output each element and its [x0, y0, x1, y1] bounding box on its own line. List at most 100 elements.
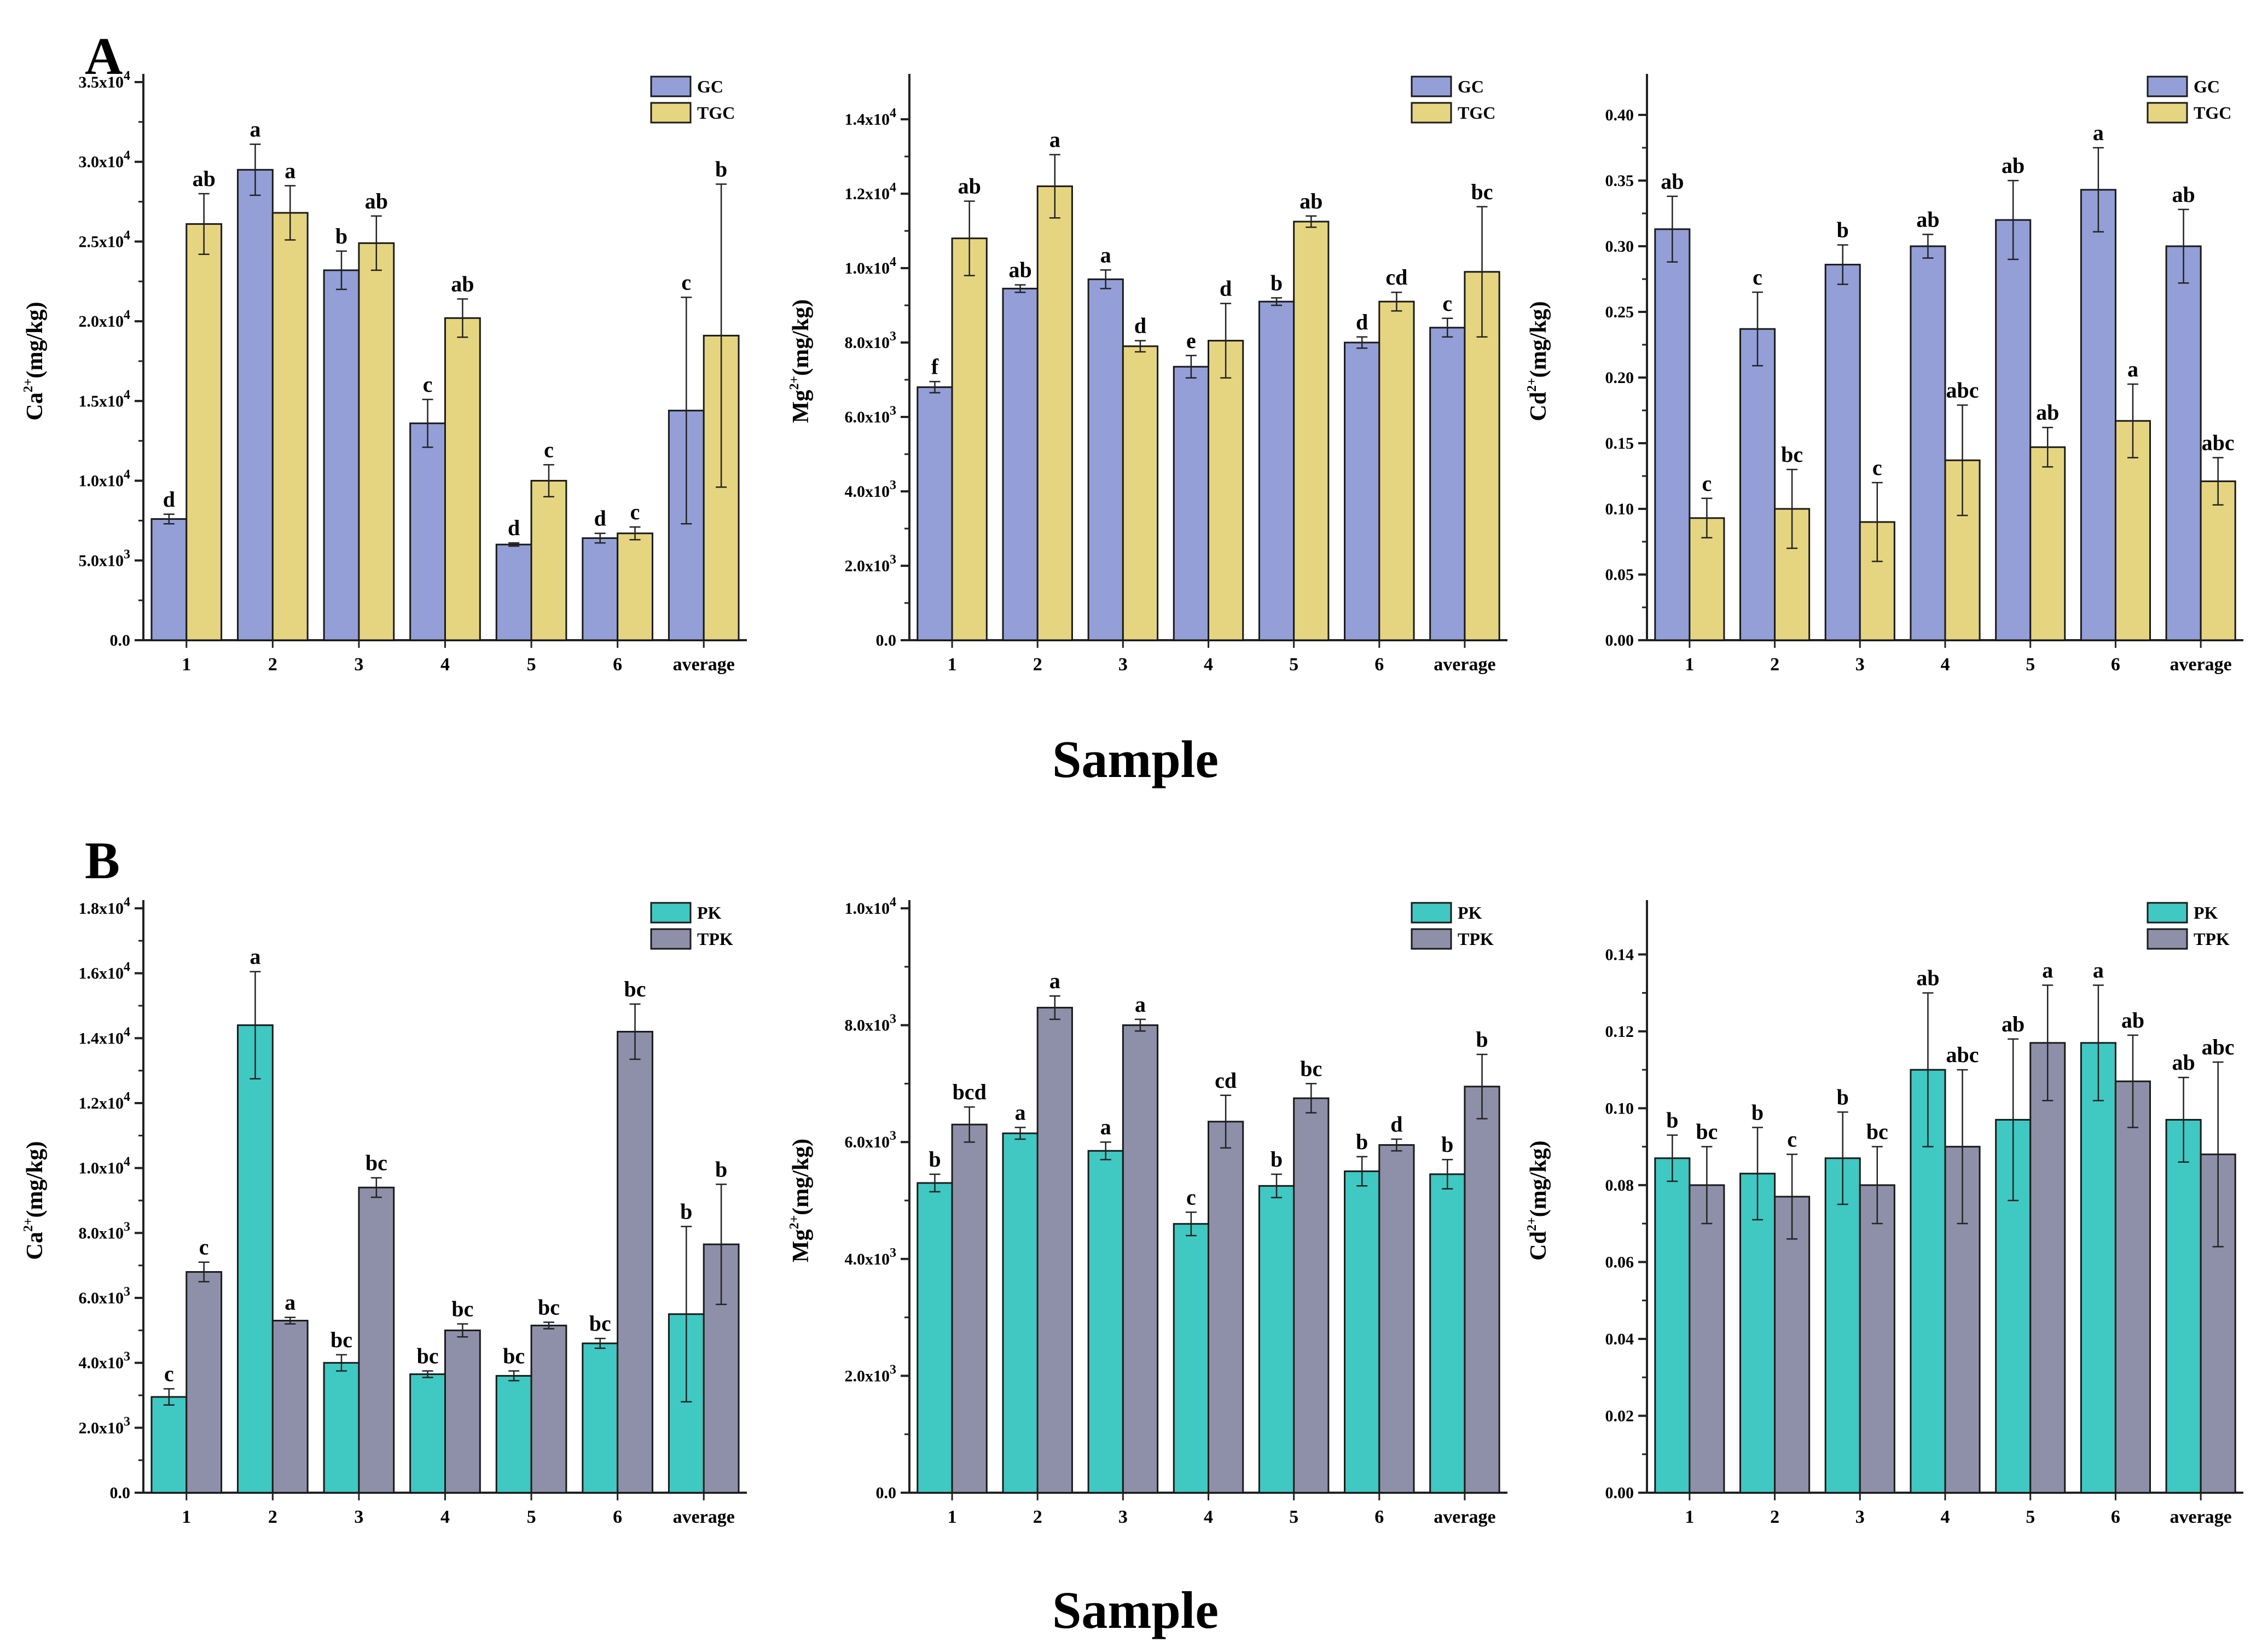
significance-letter: bc [538, 1295, 560, 1320]
significance-letter: a [285, 1290, 295, 1315]
legend-label-tpk: TPK [2194, 929, 2230, 949]
y-tick-exponent: 3 [890, 404, 896, 418]
x-tick-label: 4 [1941, 1507, 1950, 1527]
significance-letter: ab [1661, 169, 1684, 194]
y-tick-label: 0.25 [1605, 303, 1634, 321]
y-tick-label: 2.0x103 [845, 1362, 897, 1385]
legend-swatch-pk [650, 902, 692, 924]
significance-letter: bc [1866, 1120, 1888, 1144]
bar-gc [1429, 327, 1466, 641]
significance-letter: c [199, 1235, 209, 1260]
y-axis-title-charge: 2+ [787, 376, 802, 390]
x-tick-label: 2 [1033, 654, 1042, 675]
legend-swatch-pk [2147, 902, 2188, 924]
y-tick-label: 1.0x104 [845, 255, 897, 277]
bar-pk [2080, 1042, 2116, 1494]
x-tick-label: average [1434, 654, 1495, 675]
bar-gc [1002, 287, 1039, 641]
y-tick-label: 0.0 [110, 1484, 131, 1502]
y-axis-title-element: Mg [788, 1230, 814, 1263]
y-axis-title-unit: (mg/kg) [1526, 1140, 1551, 1217]
y-tick-mantissa: 1.0x10 [79, 1159, 124, 1178]
y-tick-label: 3.5x104 [79, 69, 131, 91]
y-tick-mantissa: 0.00 [1605, 1484, 1634, 1502]
y-tick-label: 0.12 [1605, 1023, 1634, 1041]
legend-label-tgc: TGC [2194, 103, 2231, 123]
bar-gc [150, 518, 188, 641]
x-tick-label: 6 [2111, 654, 2120, 675]
bar-tgc [185, 223, 223, 641]
bar-tpk [2114, 1080, 2151, 1494]
y-tick-mantissa: 0.40 [1605, 106, 1634, 124]
bar-tgc [1036, 185, 1073, 641]
x-tick-label: 2 [1770, 1507, 1779, 1527]
bar-gc [582, 537, 619, 641]
significance-letter: d [508, 515, 520, 540]
y-tick-mantissa: 6.0x10 [845, 1133, 890, 1151]
y-tick-label: 1.8x104 [79, 895, 131, 918]
legend-label-tpk: TPK [1458, 929, 1494, 949]
y-tick-exponent: 3 [124, 1285, 130, 1299]
y-tick-exponent: 3 [890, 1129, 896, 1143]
bar-pk [1002, 1132, 1039, 1494]
bar-tpk [951, 1123, 988, 1494]
x-tick-label: 3 [1855, 654, 1865, 675]
significance-letter: a [250, 944, 260, 969]
significance-letter: a [1100, 242, 1111, 267]
y-axis-title-element: Mg [788, 390, 814, 424]
significance-letter: a [2127, 357, 2138, 381]
y-tick-label: 0.35 [1605, 172, 1634, 190]
y-axis-title-element: Ca [22, 1232, 48, 1260]
significance-letter: d [1220, 276, 1232, 301]
bar-tpk [1036, 1007, 1073, 1494]
significance-letter: c [544, 437, 554, 462]
y-tick-label: 0.15 [1605, 434, 1634, 453]
bar-tpk [1944, 1146, 1981, 1494]
y-tick-mantissa: 0.0 [110, 1484, 131, 1502]
y-tick-label: 0.14 [1605, 946, 1634, 964]
bar-pk [495, 1375, 532, 1494]
significance-letter: c [423, 372, 433, 397]
significance-letter: a [285, 158, 295, 183]
legend-label-pk: PK [1458, 903, 1482, 923]
y-axis-title-charge: 2+ [1525, 378, 1539, 392]
significance-letter: ab [1916, 966, 1939, 990]
significance-letter: ab [193, 166, 216, 191]
y-tick-label: 1.5x104 [79, 388, 131, 410]
y-tick-label: 8.0x103 [845, 1012, 897, 1035]
significance-letter: b [1271, 270, 1283, 295]
bar-tgc [1689, 517, 1725, 641]
x-tick-label: 6 [2111, 1507, 2120, 1527]
y-tick-mantissa: 6.0x10 [845, 408, 890, 426]
significance-letter: c [1702, 471, 1712, 496]
significance-letter: ab [1916, 207, 1939, 231]
significance-letter: ab [365, 189, 388, 213]
x-tick-label: average [2170, 654, 2232, 675]
bar-pk [1429, 1173, 1466, 1494]
y-tick-label: 6.0x103 [845, 1129, 897, 1151]
x-tick-label: 2 [1033, 1507, 1042, 1527]
x-tick-label: 1 [1685, 654, 1694, 675]
y-tick-label: 0.30 [1605, 237, 1634, 256]
significance-letter: ab [2036, 400, 2059, 425]
bar-tpk [1859, 1184, 1895, 1494]
y-tick-mantissa: 2.5x10 [79, 233, 124, 251]
significance-letter: bc [503, 1344, 525, 1368]
y-tick-label: 1.2x104 [79, 1090, 131, 1112]
significance-letter: bc [624, 977, 646, 1001]
y-tick-mantissa: 4.0x10 [845, 483, 890, 501]
bar-tpk [1464, 1086, 1500, 1494]
y-tick-label: 8.0x103 [79, 1220, 131, 1242]
x-tick-label: average [673, 654, 735, 675]
x-tick-label: 2 [1770, 654, 1779, 675]
panel-label-b: B [85, 831, 120, 890]
y-tick-mantissa: 0.10 [1605, 1099, 1634, 1117]
y-tick-label: 1.4x104 [79, 1025, 131, 1047]
y-axis-title-element: Cd [1526, 1231, 1551, 1261]
bar-pk [1087, 1150, 1124, 1494]
significance-letter: bc [330, 1327, 352, 1352]
x-tick-label: 5 [1289, 654, 1298, 675]
bar-pk [1344, 1170, 1380, 1494]
chart-b-calcium: 0.02.0x1034.0x1036.0x1038.0x1031.0x1041.… [21, 895, 747, 1527]
significance-letter: bc [589, 1311, 611, 1336]
